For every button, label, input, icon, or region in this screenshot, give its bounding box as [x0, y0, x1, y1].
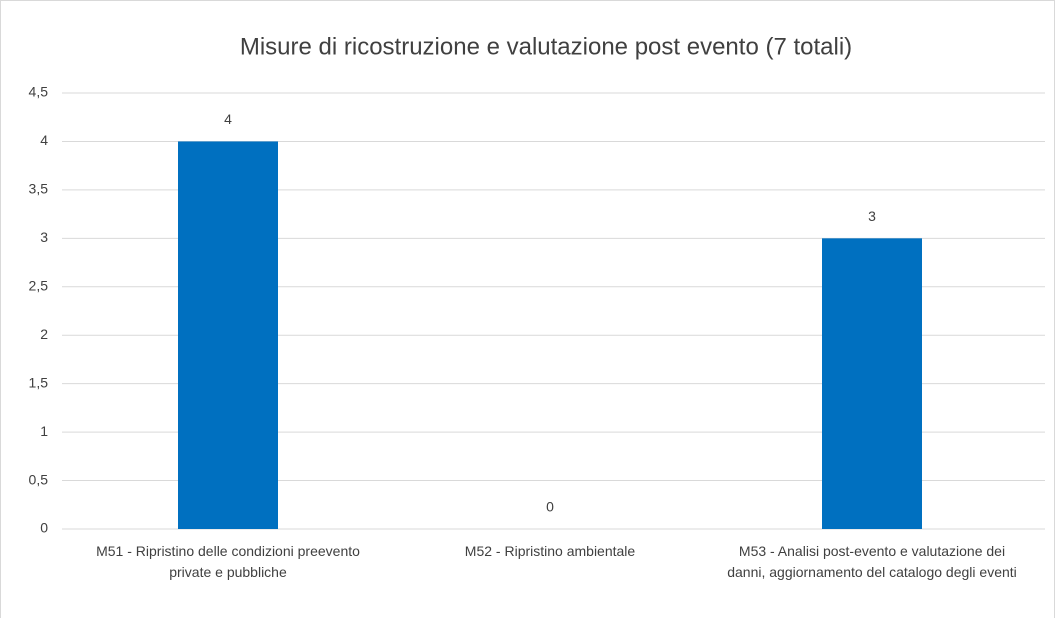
y-tick-label: 2 — [40, 326, 48, 342]
y-tick-label: 2,5 — [29, 277, 49, 293]
y-tick-label: 0 — [40, 520, 48, 536]
y-tick-label: 1 — [40, 423, 48, 439]
y-tick-label: 0,5 — [29, 471, 49, 487]
x-tick-label: M53 - Analisi post-evento e valutazione … — [727, 543, 1017, 580]
y-tick-label: 1,5 — [29, 374, 49, 390]
y-tick-label: 3 — [40, 229, 48, 245]
bar — [178, 141, 278, 529]
y-tick-label: 3,5 — [29, 181, 49, 197]
y-tick-label: 4 — [40, 132, 48, 148]
x-tick-label: M51 - Ripristino delle condizioni preeve… — [96, 543, 360, 580]
data-label: 0 — [546, 499, 554, 515]
bar — [822, 238, 922, 530]
data-label: 4 — [224, 111, 232, 127]
y-tick-label: 4,5 — [29, 84, 49, 100]
chart-title: Misure di ricostruzione e valutazione po… — [240, 33, 852, 60]
data-label: 3 — [868, 208, 876, 224]
x-tick-label: M52 - Ripristino ambientale — [464, 543, 636, 559]
